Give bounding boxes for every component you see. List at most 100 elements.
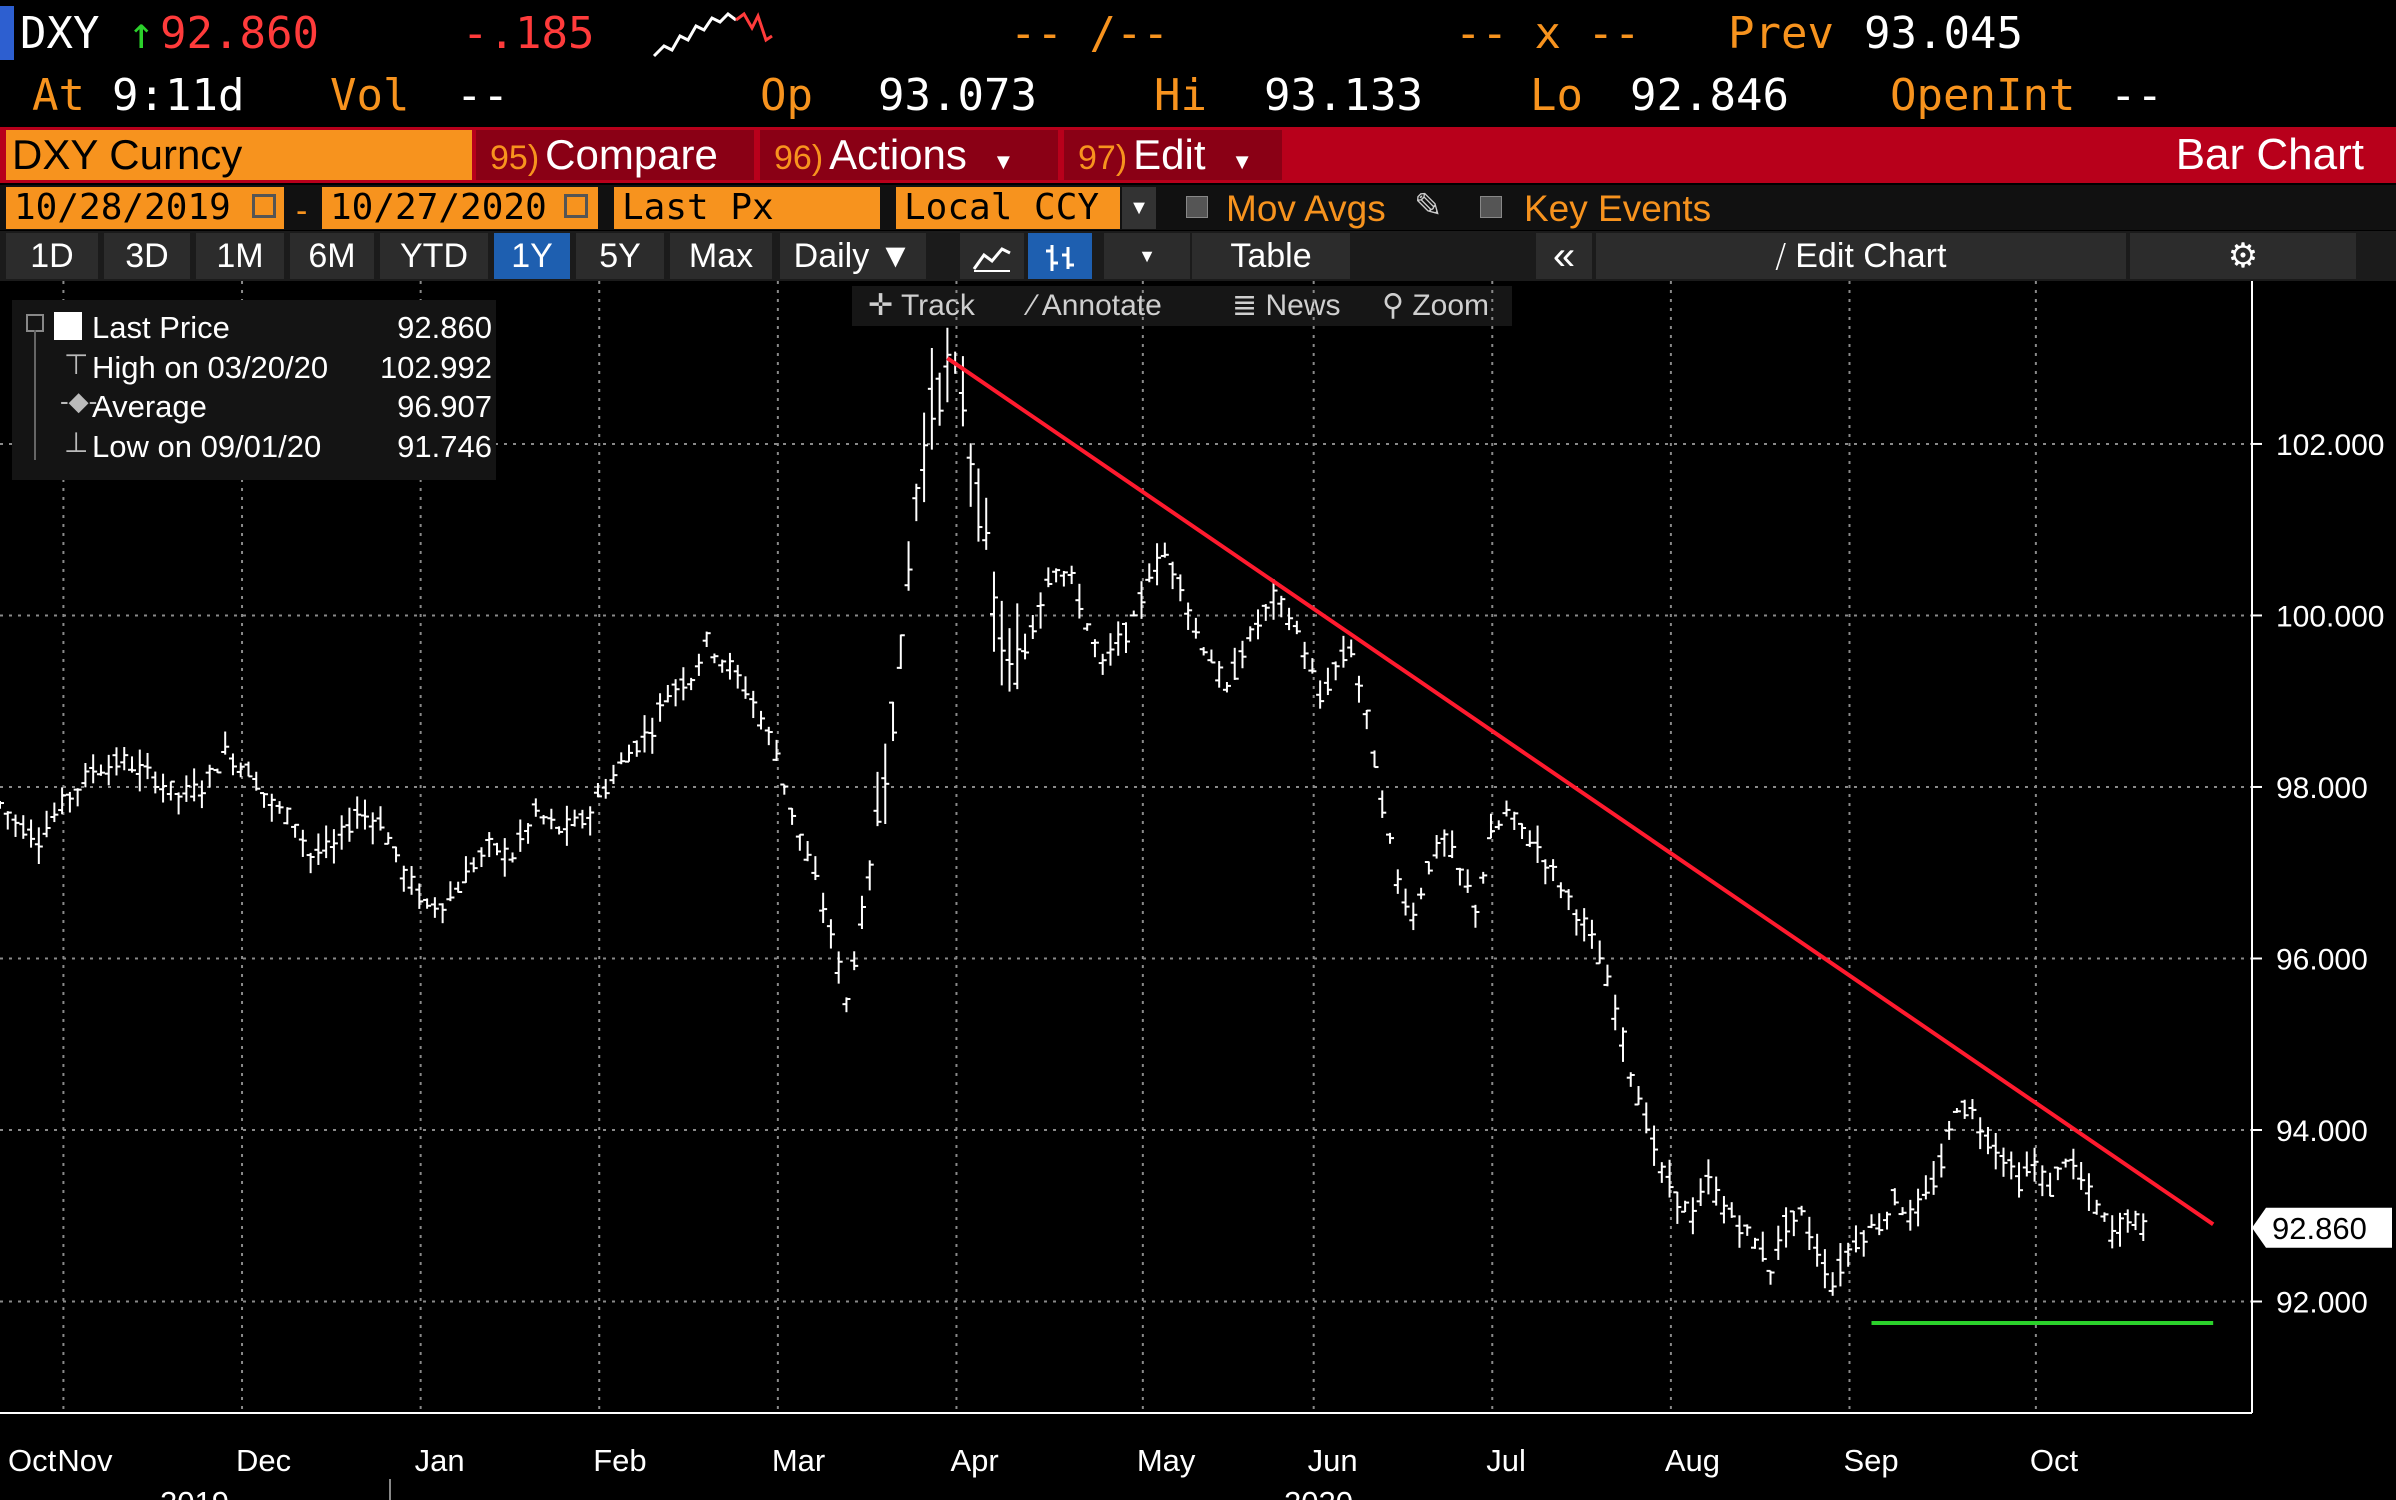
legend-average-label: Average: [92, 389, 207, 424]
x-month-label: Sep: [1843, 1443, 1898, 1478]
legend-last-row: Last Price 92.860: [92, 308, 492, 347]
quote-header-row: DXY ↑ 92.860 -.185 -- /-- -- x -- Prev 9…: [0, 0, 2396, 68]
tab-1y[interactable]: 1Y: [494, 233, 570, 279]
prev-value: 93.045: [1864, 8, 2023, 59]
ticker-marker: [0, 6, 14, 60]
end-date-field[interactable]: 10/27/2020: [322, 187, 598, 229]
zoom-tool[interactable]: ⚲ Zoom: [1382, 288, 1489, 324]
legend-low-value: 91.746: [397, 429, 492, 464]
mov-avgs-checkbox[interactable]: [1186, 196, 1208, 218]
chart-legend: Last Price 92.860 ⊤ High on 03/20/20 102…: [12, 300, 496, 480]
y-tick-label: 94.000: [2276, 1115, 2368, 1148]
field-select[interactable]: Last Px: [614, 187, 880, 229]
x-month-label: Apr: [950, 1443, 998, 1478]
x-month-label: Jun: [1308, 1443, 1358, 1478]
edit-chart-button[interactable]: ⧸ Edit Chart: [1596, 233, 2126, 279]
key-events-checkbox[interactable]: [1480, 196, 1502, 218]
actions-button[interactable]: 96) Actions ▼: [760, 130, 1058, 180]
tab-3d[interactable]: 3D: [104, 233, 190, 279]
high-marker-icon: ⊤: [64, 349, 89, 380]
periodicity-label: Daily: [793, 237, 870, 275]
currency-select[interactable]: Local CCY: [896, 187, 1120, 229]
open-label: Op: [760, 70, 813, 121]
resistance-trendline: [946, 356, 2215, 1226]
compare-button[interactable]: 95) Compare: [476, 130, 754, 180]
start-date-field[interactable]: 10/28/2019: [6, 187, 284, 229]
periodicity-select[interactable]: Daily ▼: [780, 233, 926, 279]
chart-type-title: Bar Chart: [2175, 130, 2364, 179]
low-label: Lo: [1530, 70, 1583, 121]
x-month-label: May: [1137, 1443, 1196, 1478]
x-month-label: Nov: [57, 1443, 113, 1478]
tab-1m[interactable]: 1M: [196, 233, 284, 279]
sparkline-icon: [652, 11, 773, 58]
security-field[interactable]: DXY Curncy: [6, 130, 472, 180]
tab-6m[interactable]: 6M: [290, 233, 374, 279]
last-price-swatch: [54, 312, 82, 340]
up-arrow-icon: ↑: [128, 8, 155, 59]
vol-value: --: [456, 70, 509, 121]
track-label: Track: [900, 289, 975, 322]
news-tool[interactable]: ≣ News: [1232, 288, 1341, 324]
crosshair-icon: ✛: [868, 289, 894, 322]
compare-number: 95): [490, 139, 540, 177]
quote-time: 9:11d: [112, 70, 245, 121]
pencil-icon[interactable]: ✎: [1414, 187, 1443, 225]
table-button[interactable]: Table: [1192, 233, 1350, 279]
price-chart[interactable]: 102.000 100.000 98.000 96.000 94.000 92.000 Oc…: [0, 281, 2396, 1500]
high-value: 93.133: [1264, 70, 1423, 121]
magnifier-icon: ⚲: [1382, 289, 1404, 322]
x-month-label: Aug: [1665, 1443, 1720, 1478]
chevron-down-icon[interactable]: ▼: [1104, 233, 1190, 279]
high-label: Hi: [1154, 70, 1207, 121]
legend-low-row: Low on 09/01/20 91.746: [92, 427, 492, 466]
x-month-label: Jan: [415, 1443, 465, 1478]
legend-line: [34, 330, 36, 460]
actions-label: Actions: [829, 131, 967, 178]
edit-number: 97): [1078, 139, 1128, 177]
x-month-label: Feb: [593, 1443, 646, 1478]
collapse-icon[interactable]: «: [1536, 233, 1592, 279]
key-events-label[interactable]: Key Events: [1524, 188, 1712, 229]
y-tick-label: 96.000: [2276, 943, 2368, 976]
chevron-down-icon[interactable]: ▼: [1122, 187, 1156, 229]
tab-1d[interactable]: 1D: [6, 233, 98, 279]
legend-average-value: 96.907: [397, 389, 492, 424]
x-year-label: 2019: [160, 1485, 229, 1500]
x-month-label: Dec: [236, 1443, 291, 1478]
legend-high-row: High on 03/20/20 102.992: [92, 348, 492, 387]
legend-last-label: Last Price: [92, 310, 230, 345]
bar-chart-icon[interactable]: [1028, 233, 1092, 279]
chevron-down-icon: ▼: [1231, 149, 1253, 174]
edit-chart-label: Edit Chart: [1795, 237, 1947, 275]
news-label: News: [1265, 289, 1341, 322]
annotate-tool[interactable]: ∕ Annotate: [1030, 288, 1162, 324]
news-icon: ≣: [1232, 289, 1258, 322]
y-tick-label: 100.000: [2276, 600, 2384, 633]
tab-max[interactable]: Max: [670, 233, 772, 279]
last-price-tag: [2252, 1207, 2392, 1248]
x-year-label: 2020: [1284, 1485, 1353, 1500]
edit-label: Edit: [1133, 131, 1206, 178]
bid-ask-size: -- x --: [1455, 8, 1641, 59]
edit-button[interactable]: 97) Edit ▼: [1064, 130, 1282, 180]
line-chart-icon[interactable]: [960, 233, 1024, 279]
legend-high-label: High on 03/20/20: [92, 350, 329, 385]
calendar-icon[interactable]: [564, 194, 588, 218]
mov-avgs-label[interactable]: Mov Avgs: [1226, 188, 1386, 229]
date-separator: -: [296, 192, 308, 230]
tab-ytd[interactable]: YTD: [380, 233, 488, 279]
x-month-label: Mar: [772, 1443, 825, 1478]
tab-5y[interactable]: 5Y: [576, 233, 664, 279]
low-marker-icon: ⊥: [64, 427, 89, 458]
chevron-down-icon: ▼: [992, 149, 1015, 174]
openint-value: --: [2110, 70, 2163, 121]
track-tool[interactable]: ✛ Track: [868, 288, 975, 324]
vol-label: Vol: [330, 70, 410, 121]
annotate-label: Annotate: [1041, 289, 1162, 322]
calendar-icon[interactable]: [252, 194, 276, 218]
prev-label: Prev: [1728, 8, 1834, 59]
ticker-symbol[interactable]: DXY: [20, 8, 100, 59]
gear-icon[interactable]: ⚙: [2130, 233, 2356, 279]
bid-ask: -- /--: [1010, 8, 1169, 59]
